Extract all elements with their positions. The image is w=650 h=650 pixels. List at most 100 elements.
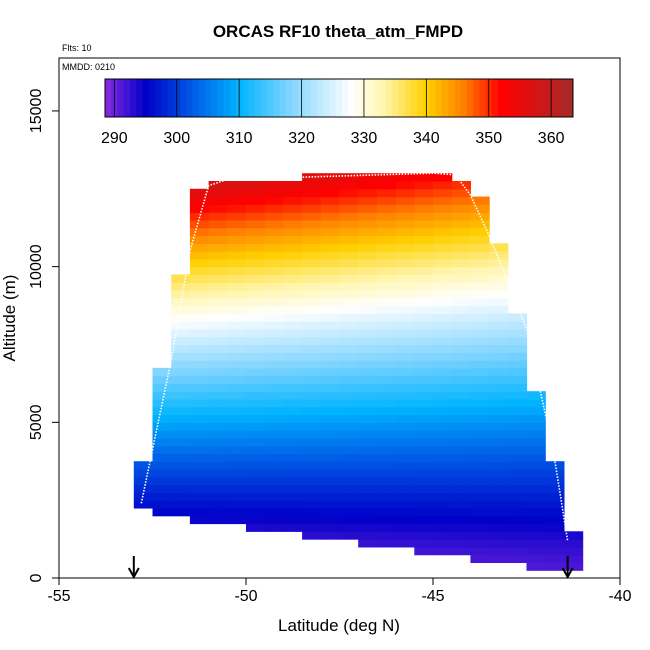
heatmap-cell [246, 445, 266, 455]
heatmap-cell [152, 507, 172, 517]
heatmap-cell [395, 367, 415, 377]
heatmap-cell [507, 531, 528, 540]
heatmap-cell [320, 360, 341, 369]
heatmap-cell [414, 437, 434, 447]
heatmap-cell [171, 430, 191, 439]
heatmap-cell [339, 476, 359, 486]
heatmap-cell [189, 336, 210, 346]
heatmap-cell [489, 274, 509, 283]
heatmap-cell [246, 523, 266, 532]
heatmap-cell [376, 180, 397, 190]
heatmap-cell [489, 476, 509, 486]
heatmap-cell [302, 445, 322, 455]
heatmap-cell [395, 375, 415, 384]
heatmap-cell [302, 414, 322, 423]
heatmap-cell [433, 219, 453, 229]
heatmap-cell [189, 321, 210, 330]
heatmap-cell [208, 484, 228, 493]
heatmap-cell [227, 188, 247, 198]
heatmap-cell [470, 336, 490, 346]
heatmap-cell [376, 321, 397, 330]
heatmap-cell [208, 204, 228, 213]
heatmap-cell [283, 274, 303, 283]
heatmap-cell [283, 212, 303, 221]
heatmap-cell [489, 360, 509, 369]
heatmap-cell [376, 523, 397, 532]
heatmap-cell [451, 258, 471, 268]
heatmap-cell [376, 531, 397, 540]
heatmap-cell [320, 523, 341, 532]
heatmap-cell [376, 289, 397, 299]
heatmap-cell [433, 344, 453, 353]
heatmap-cell [302, 461, 322, 470]
colorbar-tick-label: 310 [226, 130, 253, 147]
heatmap-cell [395, 507, 415, 517]
heatmap-cell [507, 469, 528, 478]
heatmap-cell [489, 437, 509, 447]
heatmap-cell [395, 212, 415, 221]
heatmap-cell [246, 204, 266, 213]
heatmap-cell [339, 453, 359, 462]
heatmap-cell [376, 305, 397, 314]
heatmap-cell [451, 383, 471, 392]
heatmap-cell [433, 492, 453, 501]
heatmap-cell [208, 461, 228, 470]
heatmap-cell [507, 539, 528, 548]
heatmap-cell [358, 406, 378, 416]
heatmap-cell [208, 297, 228, 307]
heatmap-cell [489, 554, 509, 564]
heatmap-cell [339, 398, 359, 408]
heatmap-cell [208, 336, 228, 346]
heatmap-cell [246, 243, 266, 252]
colorbar-swatch [248, 79, 256, 117]
heatmap-cell [227, 484, 247, 493]
heatmap-cell [489, 266, 509, 275]
heatmap-cell [470, 484, 490, 493]
heatmap-cell [189, 500, 210, 509]
heatmap-cell [433, 180, 453, 190]
heatmap-cell [489, 243, 509, 252]
heatmap-cell [358, 212, 378, 221]
heatmap-cell [433, 360, 453, 369]
colorbar-swatch [161, 79, 168, 117]
heatmap-cell [133, 469, 154, 478]
heatmap-cell [358, 227, 378, 237]
heatmap-cell [470, 274, 490, 283]
heatmap-cell [507, 500, 528, 509]
colorbar-tick-label: 290 [101, 130, 128, 147]
colorbar-swatch [261, 79, 268, 117]
heatmap-cell [227, 196, 247, 205]
heatmap-cell [358, 188, 378, 198]
heatmap-cell [133, 484, 154, 493]
heatmap-cell [376, 539, 397, 548]
heatmap-cell [545, 515, 565, 525]
heatmap-cell [171, 321, 191, 330]
heatmap-cell [507, 336, 528, 346]
heatmap-cell [320, 173, 341, 182]
heatmap-cell [339, 352, 359, 361]
heatmap-cell [283, 196, 303, 205]
heatmap-cell [507, 476, 528, 486]
heatmap-cell [264, 453, 284, 462]
heatmap-cell [264, 398, 284, 408]
heatmap-cell [227, 515, 247, 525]
heatmap-cell [264, 227, 284, 237]
heatmap-cell [208, 313, 228, 322]
heatmap-cell [451, 398, 471, 408]
heatmap-cell [358, 500, 378, 509]
heatmap-cell [414, 406, 434, 416]
heatmap-cell [358, 243, 378, 252]
heatmap-cell [433, 546, 453, 556]
heatmap-cell [414, 422, 434, 431]
heatmap-cell [545, 546, 565, 556]
heatmap-cell [283, 430, 303, 439]
heatmap-cell [283, 313, 303, 322]
heatmap-cell [264, 406, 284, 416]
heatmap-cell [246, 492, 266, 501]
heatmap-cell [189, 274, 210, 283]
heatmap-cell [246, 188, 266, 198]
heatmap-cell [246, 453, 266, 462]
heatmap-cell [376, 507, 397, 517]
heatmap-cell [227, 243, 247, 252]
heatmap-cell [302, 422, 322, 431]
